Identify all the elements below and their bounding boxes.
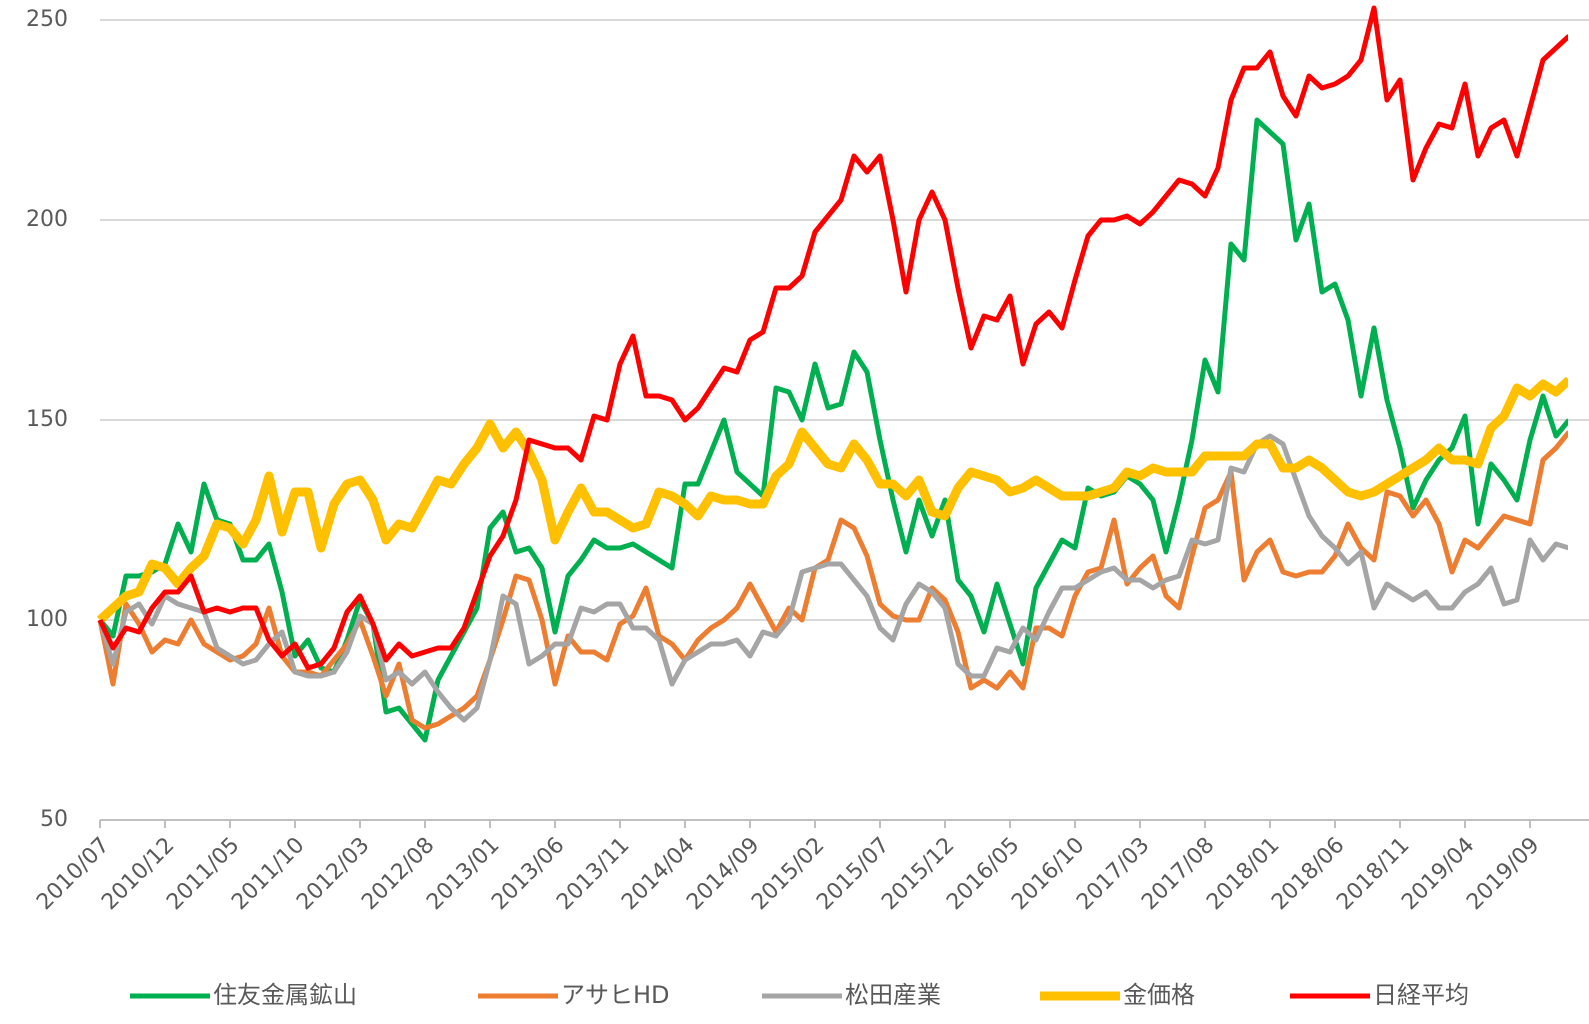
y-tick-label: 100 [26,607,68,632]
grid: 501001502002502010/072010/122011/052011/… [26,7,1589,915]
series-line [97,430,1568,731]
legend: 住友金属鉱山 アサヒHD 松田産業 金価格 日経平均 [130,981,1469,1009]
legend-label: 日経平均 [1373,981,1469,1009]
series-line [98,117,1568,743]
x-tick-label: 2019/09 [1462,833,1544,915]
legend-label: アサヒHD [561,981,670,1009]
y-tick-label: 250 [26,7,68,32]
series-line [96,376,1568,624]
y-tick-label: 200 [26,207,68,232]
series-line [97,433,1568,723]
legend-label: 金価格 [1123,981,1195,1009]
plot [96,5,1568,743]
legend-label: 松田産業 [845,981,941,1009]
series-line [97,5,1568,671]
y-tick-label: 150 [26,407,68,432]
legend-label: 住友金属鉱山 [213,981,357,1009]
y-tick-label: 50 [40,807,68,832]
